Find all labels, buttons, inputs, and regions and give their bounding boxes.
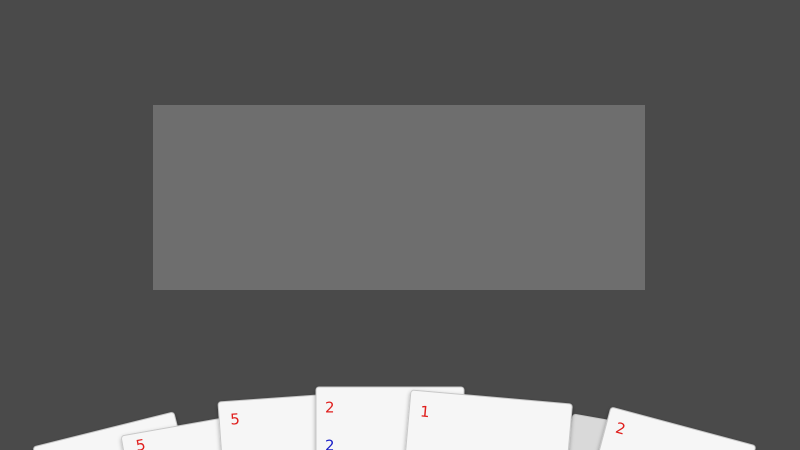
card-face [392, 389, 573, 450]
card[interactable] [33, 412, 225, 450]
card-face [556, 407, 756, 450]
card-sub-rank: 2 [325, 437, 335, 450]
card-rank: 5 [230, 410, 241, 429]
play-area[interactable] [153, 105, 645, 290]
card[interactable]: 2 [556, 407, 756, 450]
card[interactable]: 5 [120, 409, 306, 450]
card-rank: 5 [134, 436, 147, 450]
card-rank: 2 [325, 399, 335, 417]
card-face [33, 412, 225, 450]
card-face [120, 409, 306, 450]
card-rank: 1 [419, 402, 430, 421]
card-rank: 2 [614, 419, 628, 439]
card[interactable]: 1 [392, 389, 573, 450]
